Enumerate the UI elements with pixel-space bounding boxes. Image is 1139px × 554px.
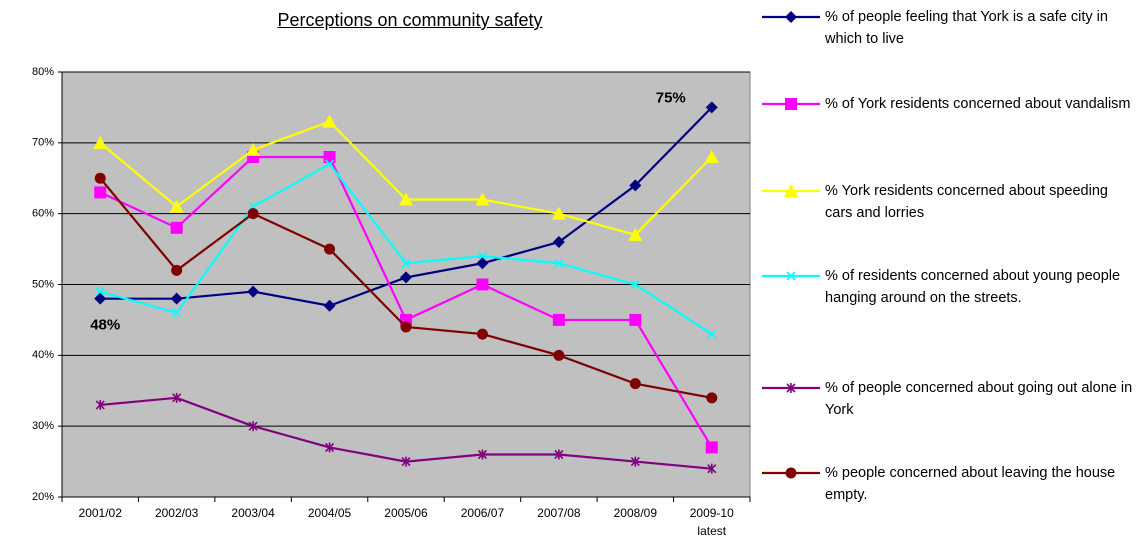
- marker: [247, 285, 260, 298]
- legend-label: % of people concerned about going out al…: [825, 380, 1133, 418]
- marker: [170, 221, 183, 234]
- marker: [476, 278, 489, 291]
- marker: [706, 392, 718, 404]
- marker: [552, 236, 565, 248]
- legend-label: % of York residents concerned about vand…: [825, 96, 1131, 112]
- x-tick-label: 2002/03: [154, 506, 199, 520]
- data-label: 48%: [90, 317, 120, 334]
- marker: [94, 186, 107, 199]
- marker: [247, 208, 259, 220]
- marker: [552, 313, 565, 326]
- marker: [322, 114, 337, 128]
- marker: [399, 192, 413, 206]
- marker: [705, 441, 718, 454]
- marker: [171, 264, 183, 276]
- legend-label: % York residents concerned about speedin…: [825, 183, 1108, 221]
- marker: [554, 449, 564, 460]
- marker: [704, 150, 719, 163]
- marker: [169, 199, 184, 213]
- marker: [324, 243, 336, 255]
- x-tick-label: 2004/05: [307, 506, 352, 520]
- marker: [630, 456, 640, 467]
- marker: [324, 442, 335, 453]
- marker: [401, 456, 411, 467]
- marker: [323, 151, 336, 163]
- y-tick-label: 20%: [32, 491, 54, 503]
- marker: [477, 449, 488, 460]
- legend-label: % of residents concerned about young peo…: [825, 268, 1121, 306]
- y-tick-label: 40%: [32, 349, 54, 361]
- marker: [172, 308, 182, 318]
- marker: [629, 179, 642, 192]
- marker: [95, 287, 105, 297]
- marker: [786, 271, 796, 281]
- marker: [786, 383, 796, 393]
- marker: [707, 329, 717, 339]
- marker: [246, 142, 261, 156]
- x-tick-label: 2001/02: [78, 506, 122, 520]
- marker: [785, 467, 797, 479]
- data-label: 75%: [656, 89, 686, 106]
- x-tick-label: 2008/09: [613, 506, 658, 520]
- marker: [324, 159, 335, 169]
- y-tick-label: 60%: [32, 208, 54, 220]
- legend-label: % people concerned about leaving the hou…: [825, 465, 1116, 503]
- marker: [170, 292, 183, 305]
- marker: [784, 184, 798, 197]
- marker: [400, 321, 412, 333]
- marker: [630, 279, 640, 290]
- x-tick-label: 2003/04: [231, 506, 275, 520]
- x-tick-label: 2005/06: [384, 506, 428, 520]
- x-tick-label: 2006/07: [460, 506, 505, 520]
- y-tick-label: 30%: [32, 420, 54, 432]
- chart-title: Perceptions on community safety: [277, 10, 543, 30]
- x-tick-label: 2007/08: [537, 506, 581, 520]
- marker: [705, 101, 718, 114]
- marker: [628, 227, 643, 241]
- marker: [554, 258, 564, 268]
- marker: [785, 98, 797, 110]
- marker: [629, 313, 642, 326]
- marker: [95, 399, 105, 410]
- y-tick-label: 70%: [32, 137, 54, 149]
- y-tick-label: 80%: [32, 66, 54, 78]
- marker: [172, 392, 182, 403]
- marker: [477, 251, 488, 261]
- marker: [553, 349, 565, 361]
- marker: [629, 378, 641, 390]
- marker: [400, 271, 412, 284]
- marker: [785, 11, 797, 23]
- marker: [707, 463, 717, 474]
- x-tick-label: 2009-10 latest: [689, 506, 734, 538]
- marker: [551, 206, 566, 220]
- marker: [93, 135, 108, 149]
- marker: [323, 299, 336, 312]
- legend-label: % of people feeling that York is a safe …: [825, 9, 1108, 47]
- marker: [476, 328, 488, 340]
- marker: [248, 421, 258, 432]
- marker: [475, 192, 490, 206]
- y-tick-label: 50%: [32, 278, 54, 290]
- marker: [94, 172, 106, 184]
- marker: [401, 258, 411, 268]
